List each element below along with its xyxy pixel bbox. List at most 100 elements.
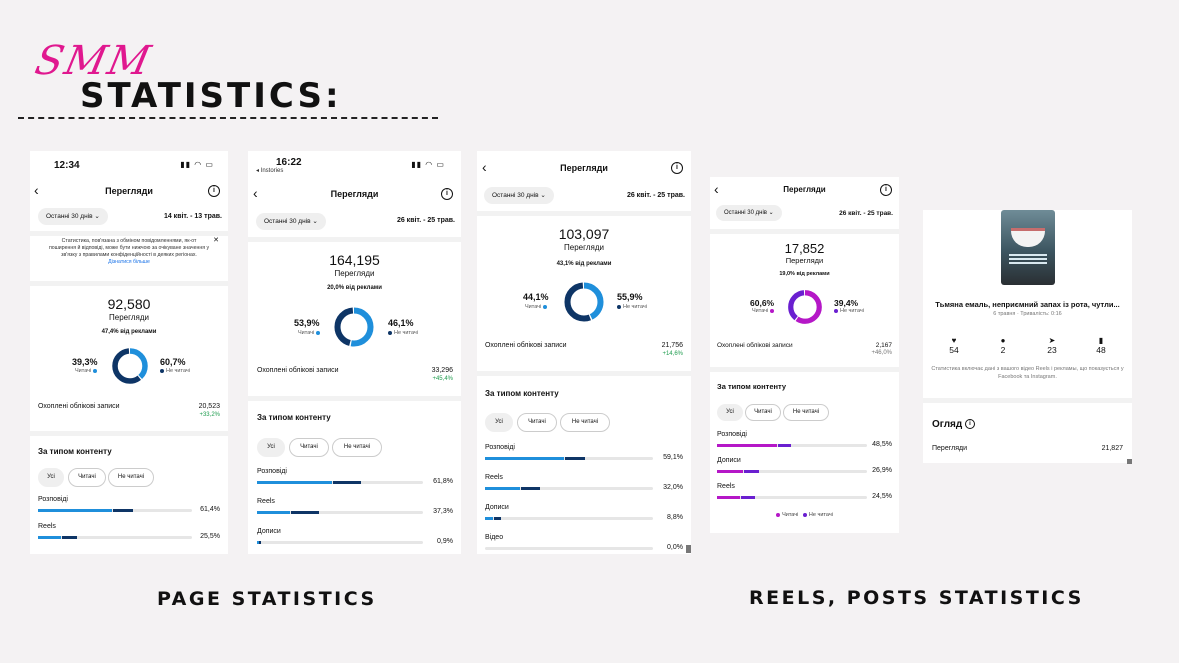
content-type-bar [717, 496, 867, 499]
section-divider [477, 211, 691, 216]
content-type-pct: 61,4% [200, 506, 220, 513]
period-dropdown[interactable]: Останні 30 днів ⌄ [484, 187, 554, 204]
views-total: 103,097 [558, 226, 610, 242]
reached-accounts-value: 20,523 [198, 403, 220, 410]
info-icon[interactable]: i [880, 184, 892, 196]
page-title: Перегляди [560, 163, 608, 173]
period-label: Останні 30 днів [492, 192, 539, 199]
views-value: 21,827 [1101, 445, 1123, 452]
reel-thumbnail[interactable] [1001, 210, 1055, 285]
chip-nonfollowers[interactable]: Не читачі [783, 404, 829, 421]
views-label: Перегляди [564, 243, 604, 252]
nonfollowers-bar-segment [291, 511, 320, 514]
content-type-pct: 25,5% [200, 533, 220, 540]
info-icon[interactable]: i [671, 162, 683, 174]
views-label: Перегляди [785, 256, 824, 265]
ads-share: 43,1% від реклами [556, 261, 612, 267]
content-type-pct: 59,1% [663, 454, 683, 461]
section-divider [248, 237, 461, 242]
signal-wifi-battery-icon: ▮▮ ◠ ▭ [411, 160, 445, 169]
chip-all[interactable]: Усі [257, 438, 285, 457]
chip-nonfollowers[interactable]: Не читачі [560, 413, 610, 432]
period-dropdown[interactable]: Останні 30 днів ⌄ [716, 205, 782, 221]
content-type-bar [485, 457, 653, 460]
content-type-pct: 0,9% [437, 538, 453, 545]
legend-nonfollowers: Не читачі [808, 512, 833, 518]
content-type-label: Reels [717, 483, 735, 490]
content-type-label: Відео [485, 534, 504, 541]
overview-title: Огляд i [932, 419, 976, 430]
content-type-pct: 24,5% [872, 493, 892, 500]
info-icon[interactable]: i [441, 188, 453, 200]
followers-donut-chart [334, 307, 374, 347]
phone-page-stats-3: ‹ Перегляди i Останні 30 днів ⌄ 26 квіт.… [477, 151, 691, 554]
chip-followers[interactable]: Читачі [289, 438, 329, 457]
chip-followers[interactable]: Читачі [745, 404, 781, 421]
followers-slice [788, 290, 822, 324]
likes-stat: ♥ 54 [939, 336, 969, 355]
learn-more-link[interactable]: Дізнатися більше [108, 259, 150, 265]
reached-accounts-label: Охоплені облікові записи [257, 367, 339, 374]
followers-slice [112, 348, 148, 384]
share-icon: ➤ [1048, 336, 1056, 345]
period-dropdown[interactable]: Останні 30 днів ⌄ [38, 208, 108, 225]
status-time: 16:22 [276, 157, 302, 168]
content-type-label: Розповіді [257, 468, 287, 475]
section-divider [710, 229, 899, 234]
back-icon[interactable]: ‹ [482, 159, 487, 175]
period-label: Останні 30 днів [724, 210, 767, 216]
smile-image [1011, 228, 1045, 247]
reached-accounts-change: +45,4% [432, 376, 453, 382]
views-total: 17,852 [784, 241, 825, 256]
back-icon[interactable]: ‹ [253, 185, 258, 201]
content-type-label: Розповіді [38, 496, 68, 503]
nonfollowers-pct: 39,4% [834, 298, 859, 308]
chip-all[interactable]: Усі [717, 404, 743, 421]
period-dropdown[interactable]: Останні 30 днів ⌄ [256, 213, 326, 230]
phone-page-stats-2: 16:22 ◂ Instories ▮▮ ◠ ▭ ‹ Перегляди i О… [248, 151, 461, 554]
followers-legend: Читачі [298, 330, 322, 336]
phone-page-stats-1: 12:34 ▮▮ ◠ ▭ ‹ Перегляди i Останні 30 дн… [30, 151, 228, 554]
thumbnail-caption-lines [1009, 254, 1047, 256]
followers-bar-segment [717, 496, 740, 499]
followers-bar-segment [38, 536, 62, 539]
date-range: 26 квіт. - 25 трав. [839, 210, 893, 217]
date-range: 26 квіт. - 25 трав. [626, 192, 685, 199]
views-label: Перегляди [109, 313, 149, 322]
scrollbar-handle[interactable] [1127, 459, 1132, 464]
period-label: Останні 30 днів [46, 213, 93, 220]
engagement-stats: ♥ 54 ● 2 ➤ 23 ▮ 48 [933, 336, 1122, 355]
followers-bar-segment [38, 509, 112, 512]
followers-pct: 60,6% [750, 298, 775, 308]
dashed-divider [18, 117, 438, 119]
content-type-bar [485, 487, 653, 490]
close-icon[interactable]: ✕ [213, 237, 219, 244]
ads-share: 19,0% від реклами [779, 271, 830, 277]
chip-followers[interactable]: Читачі [517, 413, 557, 432]
scrollbar-handle[interactable] [686, 545, 691, 553]
followers-donut-chart [112, 348, 148, 384]
section-divider [30, 231, 228, 236]
info-icon[interactable]: i [208, 185, 220, 197]
nonfollowers-bar-segment [112, 509, 133, 512]
bookmark-icon: ▮ [1098, 336, 1104, 345]
shares-stat: ➤ 23 [1037, 336, 1067, 355]
followers-bar-segment [257, 481, 332, 484]
content-type-bar [485, 547, 653, 550]
back-to-app[interactable]: ◂ Instories [256, 168, 284, 174]
stats-note: Статистика включає дані з вашого відео R… [931, 366, 1124, 380]
followers-legend: Читачі [752, 308, 776, 314]
reels-posts-caption: REELS, POSTS STATISTICS [749, 587, 1084, 609]
back-icon[interactable]: ‹ [714, 181, 719, 197]
chip-nonfollowers[interactable]: Не читачі [332, 438, 382, 457]
section-divider [923, 398, 1132, 403]
info-icon[interactable]: i [965, 419, 976, 430]
nonfollowers-bar-segment [740, 496, 755, 499]
section-divider [477, 371, 691, 376]
chip-all[interactable]: Усі [38, 468, 64, 487]
chip-nonfollowers[interactable]: Не читачі [108, 468, 154, 487]
chip-followers[interactable]: Читачі [68, 468, 106, 487]
back-icon[interactable]: ‹ [34, 182, 39, 198]
chip-all[interactable]: Усі [485, 413, 513, 432]
reached-accounts-label: Охоплені облікові записи [38, 403, 120, 410]
